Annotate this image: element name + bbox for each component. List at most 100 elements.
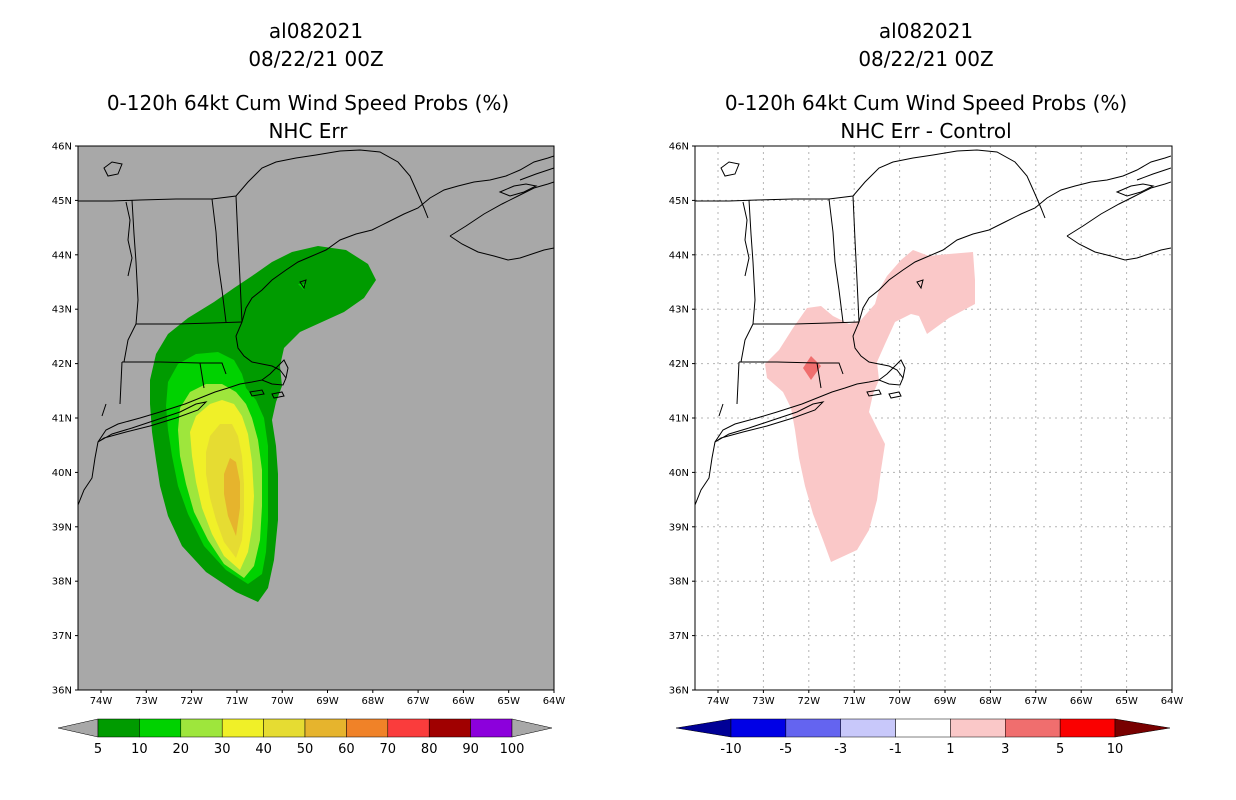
lat-tick-label: 46N (52, 142, 72, 153)
right-storm-id: al082021 (879, 19, 973, 43)
colorbar-swatch (263, 718, 306, 738)
contour-50 (224, 458, 240, 536)
right-title: 0-120h 64kt Cum Wind Speed Probs (%) (725, 91, 1127, 115)
colorbar-swatch (180, 718, 223, 738)
lat-tick-label: 40N (52, 468, 72, 479)
lat-tick-label: 42N (669, 359, 689, 370)
lon-tick-label: 70W (271, 696, 294, 707)
lat-tick-label: 41N (52, 414, 72, 425)
colorbar-label: 5 (94, 742, 102, 757)
lat-tick-label: 45N (52, 196, 72, 207)
colorbar-swatch (1005, 718, 1061, 738)
lat-tick-label: 36N (669, 686, 689, 697)
colorbar-label: 3 (1001, 742, 1009, 757)
lon-tick-label: 67W (407, 696, 430, 707)
colorbar-label: 70 (380, 742, 397, 757)
left-subtitle: NHC Err (268, 119, 348, 143)
lon-tick-label: 69W (316, 696, 339, 707)
lon-tick-label: 66W (1070, 696, 1093, 707)
colorbar-label: 5 (1056, 742, 1064, 757)
colorbar-label: 90 (462, 742, 479, 757)
colorbar-swatch (785, 718, 841, 738)
lon-tick-label: 67W (1024, 696, 1047, 707)
colorbar-swatch (730, 718, 787, 738)
lat-tick-label: 44N (669, 250, 689, 261)
diff-contour-1-to-3 (765, 250, 975, 562)
colorbar-label: -1 (889, 742, 902, 757)
lon-tick-label: 65W (497, 696, 520, 707)
lat-tick-label: 41N (669, 414, 689, 425)
lat-tick-label: 44N (52, 250, 72, 261)
colorbar-label: 60 (338, 742, 355, 757)
lon-tick-label: 68W (979, 696, 1002, 707)
left-datetime: 08/22/21 00Z (248, 47, 383, 71)
lat-tick-label: 46N (669, 142, 689, 153)
lon-tick-label: 65W (1115, 696, 1138, 707)
lat-tick-label: 43N (52, 305, 72, 316)
lat-tick-label: 38N (52, 577, 72, 588)
colorbar-label: 10 (1107, 742, 1124, 757)
colorbar-swatch (840, 718, 896, 738)
colorbar-swatch (304, 718, 347, 738)
lon-tick-label: 71W (226, 696, 249, 707)
lon-tick-label: 72W (797, 696, 820, 707)
right-subtitle: NHC Err - Control (840, 119, 1011, 143)
colorbar-label: -5 (779, 742, 792, 757)
left-lat-axis: 46N 45N 44N 43N 42N 41N 40N 39N 38N 37N 36N (52, 142, 78, 697)
colorbar-over-triangle (1114, 718, 1171, 738)
lon-tick-label: 66W (452, 696, 475, 707)
lat-tick-label: 45N (669, 196, 689, 207)
lon-tick-label: 73W (752, 696, 775, 707)
colorbar-swatch (221, 718, 264, 738)
lon-tick-label: 72W (180, 696, 203, 707)
colorbar-label: 40 (255, 742, 272, 757)
lon-tick-label: 74W (90, 696, 113, 707)
colorbar-swatch (139, 718, 182, 738)
left-panel: al082021 08/22/21 00Z 0-120h 64kt Cum Wi… (52, 19, 566, 757)
right-lon-axis: 74W 73W 72W 71W 70W 69W 68W 67W 66W 65W 64W (707, 690, 1184, 707)
colorbar-label: -10 (720, 742, 741, 757)
colorbar-swatch (470, 718, 513, 738)
right-lat-axis: 46N 45N 44N 43N 42N 41N 40N 39N 38N 37N 36N (669, 142, 695, 697)
lat-tick-label: 42N (52, 359, 72, 370)
left-title: 0-120h 64kt Cum Wind Speed Probs (%) (107, 91, 509, 115)
colorbar-label: 100 (500, 742, 525, 757)
colorbar-label: 10 (131, 742, 148, 757)
colorbar-swatch (895, 718, 951, 738)
colorbar-swatch (950, 718, 1006, 738)
lat-tick-label: 39N (52, 522, 72, 533)
lon-tick-label: 69W (934, 696, 957, 707)
left-storm-id: al082021 (269, 19, 363, 43)
lon-tick-label: 74W (707, 696, 730, 707)
left-lon-axis: 74W 73W 72W 71W 70W 69W 68W 67W 66W 65W 64W (90, 690, 566, 707)
left-colorbar: 5 10 20 30 40 50 60 70 80 90 100 (57, 718, 553, 757)
right-difference-contours (765, 250, 975, 562)
lat-tick-label: 37N (52, 631, 72, 642)
right-datetime: 08/22/21 00Z (858, 47, 993, 71)
colorbar-label: 20 (173, 742, 190, 757)
lon-tick-label: 68W (361, 696, 384, 707)
lat-tick-label: 38N (669, 577, 689, 588)
left-probability-contours (150, 246, 376, 602)
lon-tick-label: 64W (543, 696, 566, 707)
colorbar-label: -3 (834, 742, 847, 757)
colorbar-over-triangle (511, 718, 553, 738)
lon-tick-label: 71W (843, 696, 866, 707)
colorbar-under-triangle (57, 718, 99, 738)
colorbar-swatch (97, 718, 140, 738)
lat-tick-label: 43N (669, 305, 689, 316)
diff-contour-3-to-5 (803, 356, 821, 380)
colorbar-label: 50 (297, 742, 314, 757)
colorbar-label: 1 (946, 742, 954, 757)
colorbar-label: 80 (421, 742, 438, 757)
lat-tick-label: 40N (669, 468, 689, 479)
right-map-background (695, 146, 1172, 690)
right-colorbar: -10 -5 -3 -1 1 3 5 10 (675, 718, 1171, 757)
lon-tick-label: 73W (135, 696, 158, 707)
colorbar-label: 30 (214, 742, 231, 757)
colorbar-under-triangle (675, 718, 732, 738)
lon-tick-label: 64W (1161, 696, 1184, 707)
colorbar-swatch (346, 718, 389, 738)
colorbar-swatch (428, 718, 471, 738)
